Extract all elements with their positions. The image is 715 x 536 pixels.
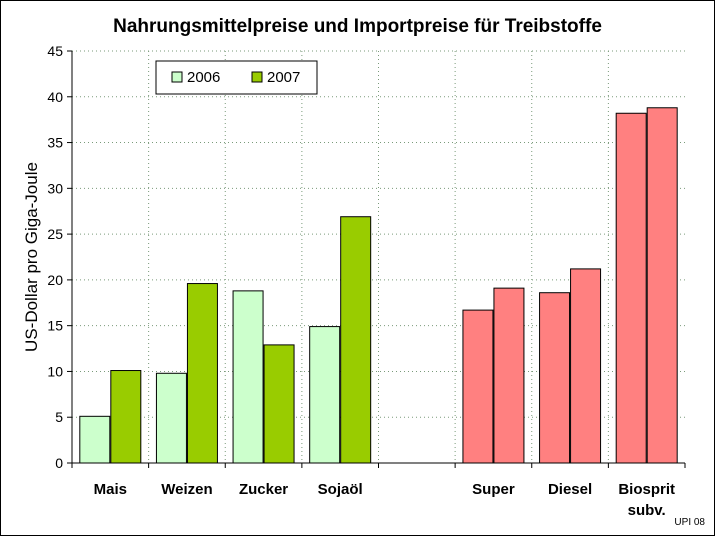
chart-title: Nahrungsmittelpreise und Importpreise fü… [113, 16, 602, 37]
legend-label-2007: 2007 [267, 69, 300, 86]
bar-2007 [186, 283, 218, 464]
y-tick-label: 10 [47, 363, 63, 379]
bar-2007 [263, 344, 295, 464]
legend-swatch-2007 [251, 71, 263, 83]
bar-2006 [232, 290, 264, 464]
y-tick-label: 20 [47, 272, 63, 288]
bar-2006 [155, 372, 187, 464]
y-tick-label: 35 [47, 135, 63, 151]
x-tick-label: Diesel [548, 481, 592, 498]
bar-2006 [539, 292, 571, 464]
legend-label-2006: 2006 [187, 69, 220, 86]
x-tick-label: Biosprit [618, 481, 675, 498]
y-tick-label: 15 [47, 318, 63, 334]
x-tick-label: Zucker [239, 481, 288, 498]
legend-box [155, 60, 318, 95]
bar-2007 [340, 216, 372, 464]
x-tick-label: Weizen [161, 481, 212, 498]
legend-swatch-2006 [171, 71, 183, 83]
bar-2006 [462, 309, 494, 464]
x-tick-label: Sojaöl [318, 481, 363, 498]
bar-2007 [493, 287, 525, 464]
bar-2007 [570, 268, 602, 464]
bar-2007 [646, 107, 678, 464]
y-tick-label: 0 [55, 455, 63, 471]
bar-2007 [110, 370, 142, 464]
bar-2006 [615, 112, 647, 464]
bar-2006 [309, 326, 341, 464]
credit-label: UPI 08 [674, 517, 705, 528]
y-tick-label: 25 [47, 226, 63, 242]
x-tick-label: Mais [94, 481, 127, 498]
x-tick-label: Super [472, 481, 515, 498]
y-tick-label: 45 [47, 43, 63, 59]
x-tick-label: subv. [628, 502, 666, 519]
y-tick-label: 40 [47, 89, 63, 105]
bar-2006 [79, 415, 111, 464]
y-axis-title: US-Dollar pro Giga-Joule [22, 162, 41, 352]
y-tick-label: 30 [47, 180, 63, 196]
y-tick-label: 5 [55, 409, 63, 425]
